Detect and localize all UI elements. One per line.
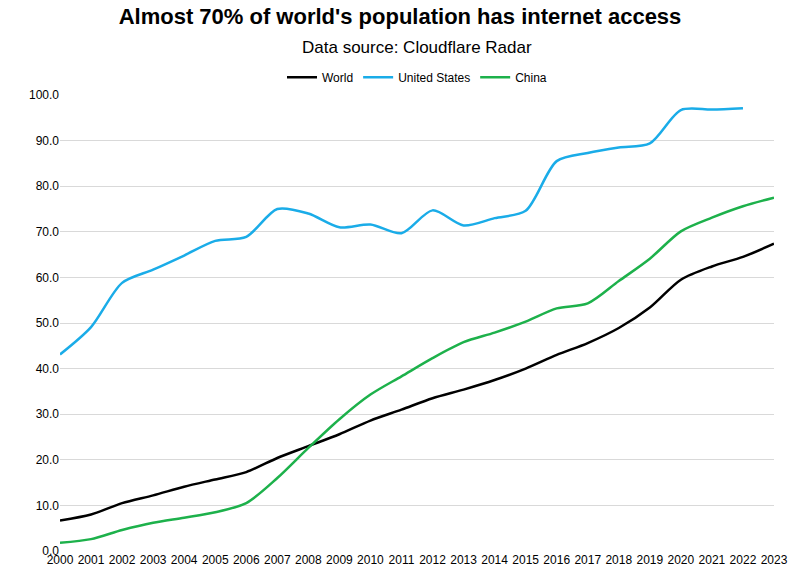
svg-text:2019: 2019 [636,553,663,567]
svg-text:2002: 2002 [109,553,136,567]
svg-text:2007: 2007 [264,553,291,567]
svg-text:0.0: 0.0 [42,544,59,558]
svg-text:China: China [515,71,547,85]
svg-text:Almost 70% of world's populati: Almost 70% of world's population has int… [119,4,682,29]
svg-text:2006: 2006 [233,553,260,567]
svg-text:2015: 2015 [512,553,539,567]
svg-text:50.0: 50.0 [36,316,60,330]
svg-text:20.0: 20.0 [36,453,60,467]
svg-text:2000: 2000 [47,553,74,567]
svg-text:40.0: 40.0 [36,362,60,376]
svg-text:30.0: 30.0 [36,407,60,421]
svg-text:2005: 2005 [202,553,229,567]
svg-text:2013: 2013 [450,553,477,567]
svg-text:United States: United States [398,71,470,85]
svg-text:2003: 2003 [140,553,167,567]
svg-text:80.0: 80.0 [36,179,60,193]
svg-text:2023: 2023 [761,553,788,567]
svg-text:2022: 2022 [730,553,757,567]
svg-text:100.0: 100.0 [29,88,59,102]
svg-text:2009: 2009 [326,553,353,567]
svg-text:70.0: 70.0 [36,225,60,239]
svg-text:2014: 2014 [481,553,508,567]
svg-text:2001: 2001 [78,553,105,567]
svg-text:2016: 2016 [543,553,570,567]
svg-text:60.0: 60.0 [36,271,60,285]
svg-text:2012: 2012 [419,553,446,567]
svg-text:2004: 2004 [171,553,198,567]
svg-text:90.0: 90.0 [36,134,60,148]
svg-text:Data source: Cloudflare Radar: Data source: Cloudflare Radar [302,38,532,57]
svg-text:2008: 2008 [295,553,322,567]
svg-text:2021: 2021 [699,553,726,567]
svg-text:2017: 2017 [574,553,601,567]
svg-text:2018: 2018 [605,553,632,567]
svg-text:World: World [322,71,353,85]
svg-text:10.0: 10.0 [36,499,60,513]
svg-text:2010: 2010 [357,553,384,567]
svg-text:2020: 2020 [668,553,695,567]
svg-text:2011: 2011 [389,553,415,567]
